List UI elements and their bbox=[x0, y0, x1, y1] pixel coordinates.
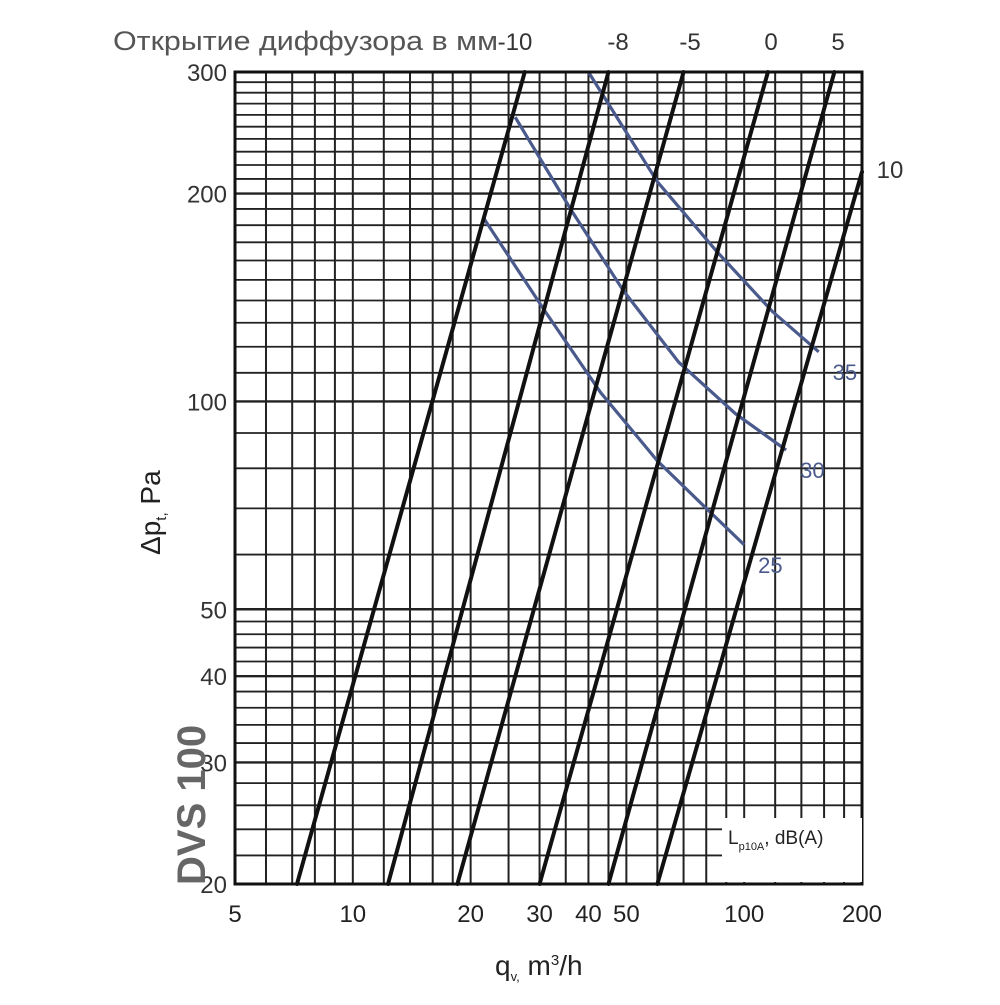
y-tick-label: 20 bbox=[200, 872, 227, 899]
x-tick-label: 100 bbox=[724, 901, 764, 928]
top-axis-label: 5 bbox=[831, 29, 844, 56]
y-tick-label: 50 bbox=[200, 597, 227, 624]
x-axis-label: qv, m3/h bbox=[495, 950, 583, 984]
y-axis-label: Δpt, Pa bbox=[135, 470, 170, 555]
opening-line--10 bbox=[294, 70, 527, 886]
x-tick-label: 5 bbox=[228, 901, 241, 928]
x-tick-label: 30 bbox=[526, 901, 553, 928]
noise-label-30: 30 bbox=[800, 458, 824, 483]
noise-label-25: 25 bbox=[758, 553, 782, 578]
noise-label-box bbox=[722, 818, 862, 882]
y-tick-label: 200 bbox=[187, 182, 227, 209]
opening-line-0 bbox=[537, 70, 770, 886]
y-tick-label: 100 bbox=[187, 389, 227, 416]
chart-title: Открытие диффузора в мм bbox=[113, 26, 498, 56]
noise-label-35: 35 bbox=[833, 360, 857, 385]
top-axis-label: -5 bbox=[679, 29, 700, 56]
x-tick-label: 200 bbox=[842, 901, 882, 928]
y-tick-label: 40 bbox=[200, 664, 227, 691]
opening-line-10 bbox=[655, 169, 864, 886]
x-tick-label: 10 bbox=[339, 901, 366, 928]
noise-curve-30 bbox=[513, 116, 788, 452]
y-tick-label: 300 bbox=[187, 60, 227, 87]
y-tick-label: 30 bbox=[200, 750, 227, 777]
x-tick-label: 50 bbox=[613, 901, 640, 928]
top-axis-label: -10 bbox=[498, 29, 533, 56]
opening-line--5 bbox=[455, 70, 686, 886]
model-label: DVS 100 bbox=[170, 725, 214, 885]
top-axis-label: 0 bbox=[764, 29, 777, 56]
noise-curve-35 bbox=[587, 71, 820, 354]
plot-frame bbox=[233, 70, 864, 886]
top-axis-label: 10 bbox=[877, 157, 904, 184]
top-axis-label: -8 bbox=[607, 29, 628, 56]
noise-label: Lp10A, dB(A) bbox=[728, 828, 823, 853]
x-tick-label: 20 bbox=[457, 901, 484, 928]
opening-line--8 bbox=[386, 70, 611, 886]
opening-line-5 bbox=[606, 70, 837, 886]
x-tick-label: 40 bbox=[575, 901, 602, 928]
noise-curve-25 bbox=[481, 216, 746, 546]
